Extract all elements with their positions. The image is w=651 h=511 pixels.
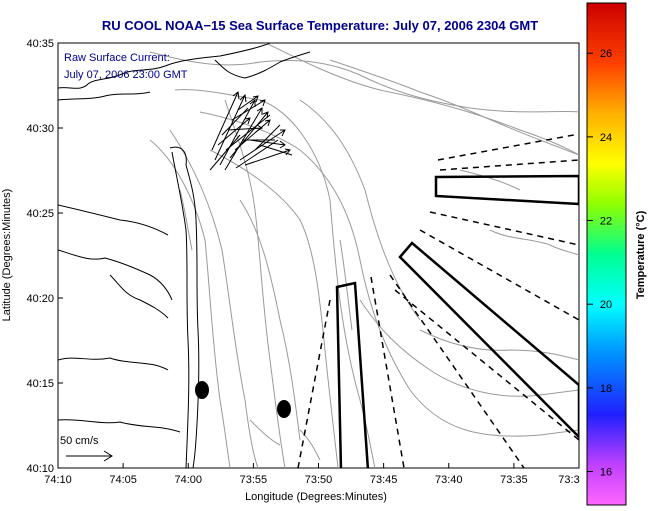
x-tick-label: 73:35 xyxy=(500,474,528,486)
y-tick-label: 40:25 xyxy=(26,208,54,220)
x-tick-label: 73:45 xyxy=(370,474,398,486)
x-tick-label: 74:05 xyxy=(109,474,137,486)
plot-area xyxy=(57,42,580,469)
map-title: RU COOL NOAA−15 Sea Surface Temperature:… xyxy=(102,18,538,33)
y-axis-ticks: 40:35 40:30 40:25 40:20 40:15 40:10 xyxy=(26,38,63,475)
current-timestamp: July 07, 2006 23:00 GMT xyxy=(64,69,188,81)
colorbar-tick-label: 26 xyxy=(600,48,612,60)
x-tick-label: 73:50 xyxy=(305,474,333,486)
y-tick-label: 40:35 xyxy=(26,38,54,50)
y-tick-label: 40:20 xyxy=(26,293,54,305)
survey-boxes xyxy=(335,174,579,468)
x-tick-label: 74:10 xyxy=(44,474,72,486)
colorbar-tick-label: 16 xyxy=(600,467,612,479)
colorbar-tick-label: 20 xyxy=(600,299,612,311)
x-tick-label: 73:40 xyxy=(435,474,463,486)
scale-label: 50 cm/s xyxy=(60,435,99,447)
x-tick-label: 74:00 xyxy=(174,474,202,486)
y-tick-label: 40:30 xyxy=(26,123,54,135)
y-tick-label: 40:15 xyxy=(26,378,54,390)
x-axis-label: Longitude (Degrees:Minutes) xyxy=(245,491,387,503)
survey-box-south xyxy=(335,281,370,468)
dashed-lines xyxy=(297,133,579,468)
map-content xyxy=(58,43,579,468)
surface-current-vectors xyxy=(209,91,293,171)
colorbar-ticks: 26 24 22 20 18 16 xyxy=(587,48,612,479)
y-tick-label: 40:10 xyxy=(26,463,54,475)
current-label: Raw Surface Current: xyxy=(64,52,170,64)
x-axis-ticks: 74:10 74:05 74:00 73:55 73:50 73:45 73:40 73:35… xyxy=(44,463,580,486)
colorbar-tick-label: 18 xyxy=(600,383,612,395)
colorbar-tick-label: 24 xyxy=(600,132,612,144)
x-tick-label: 73:55 xyxy=(240,474,268,486)
colorbar-tick-label: 22 xyxy=(600,216,612,228)
survey-box-diagonal xyxy=(398,241,579,439)
station-marker xyxy=(195,381,209,399)
colorbar-label: Temperature (°C) xyxy=(635,210,647,299)
bathymetry-contours xyxy=(149,43,579,468)
station-marker xyxy=(277,400,291,418)
survey-box-east xyxy=(434,174,579,206)
coastline xyxy=(58,43,311,468)
x-tick-label: 73:3 xyxy=(558,474,579,486)
colorbar xyxy=(586,2,627,506)
y-axis-label: Latitude (Degrees:Minutes) xyxy=(1,189,13,322)
scale-arrow xyxy=(66,450,113,462)
